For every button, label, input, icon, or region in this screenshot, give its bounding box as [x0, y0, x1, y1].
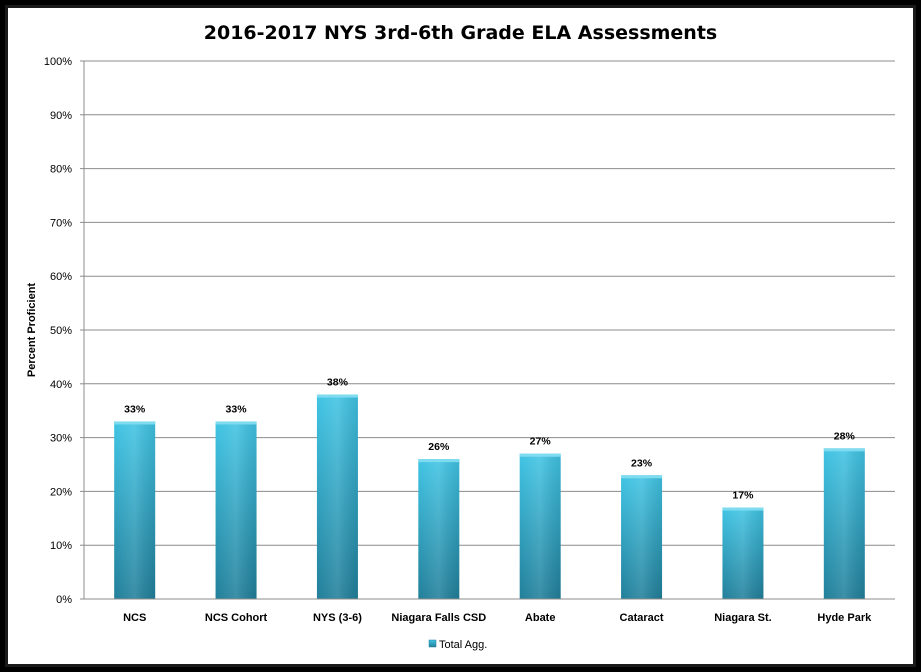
x-category-label: Niagara Falls CSD [391, 612, 486, 624]
legend-swatch [428, 639, 437, 648]
x-category-label: NCS [123, 612, 146, 624]
bar-top [316, 394, 358, 398]
bar-top [519, 453, 561, 457]
bar-shade [215, 421, 257, 599]
bar-shade [722, 507, 764, 599]
bar-shade [823, 448, 865, 599]
bar-shade [519, 453, 561, 599]
x-category-label: Hyde Park [817, 612, 872, 624]
y-tick-label: 50% [50, 325, 72, 337]
x-category-label: Niagara St. [714, 612, 771, 624]
y-tick-label: 70% [50, 217, 72, 229]
bar-top [215, 421, 257, 425]
bar-top [418, 459, 460, 463]
x-category-label: NYS (3-6) [313, 612, 362, 624]
data-label: 26% [428, 441, 450, 453]
data-label: 17% [732, 490, 754, 502]
y-tick-label: 90% [50, 110, 72, 122]
bar-top [114, 421, 156, 425]
y-tick-label: 80% [50, 164, 72, 176]
y-tick-label: 20% [50, 486, 72, 498]
data-label: 23% [631, 457, 653, 469]
data-label: 28% [834, 430, 856, 442]
bar-top [621, 475, 663, 479]
bar-shade [621, 475, 663, 599]
y-tick-label: 0% [56, 594, 72, 606]
chart-title: 2016-2017 NYS 3rd-6th Grade ELA Assessme… [203, 22, 718, 44]
y-axis-title: Percent Proficient [26, 283, 38, 377]
data-label: 33% [124, 403, 146, 415]
y-tick-label: 10% [50, 540, 72, 552]
bar-top [823, 448, 865, 452]
y-tick-label: 100% [44, 56, 72, 68]
bar-shade [418, 459, 460, 599]
x-category-label: NCS Cohort [205, 612, 268, 624]
legend: Total Agg. [428, 639, 487, 651]
data-label: 38% [327, 377, 349, 389]
x-category-label: Cataract [620, 612, 664, 624]
data-label: 33% [226, 403, 248, 415]
y-tick-label: 30% [50, 433, 72, 445]
bar-shade [114, 421, 156, 599]
chart-frame: 2016-2017 NYS 3rd-6th Grade ELA Assessme… [5, 5, 916, 667]
y-tick-label: 40% [50, 379, 72, 391]
y-tick-label: 60% [50, 271, 72, 283]
x-category-label: Abate [525, 612, 556, 624]
legend-label: Total Agg. [439, 639, 487, 651]
bar-shade [316, 394, 358, 599]
bar-top [722, 507, 764, 511]
data-label: 27% [530, 436, 552, 448]
